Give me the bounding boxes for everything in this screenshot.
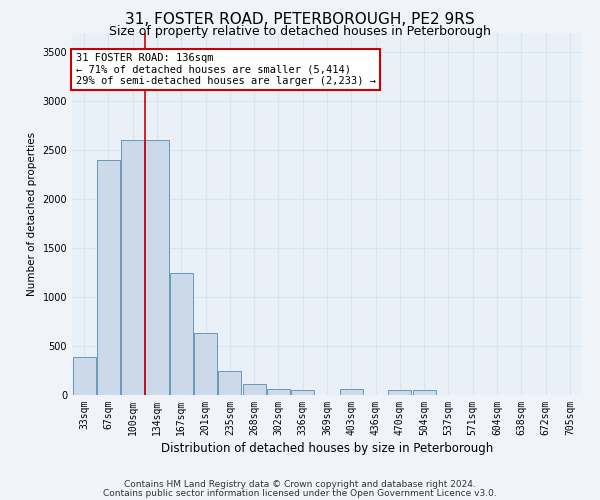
Text: Contains public sector information licensed under the Open Government Licence v3: Contains public sector information licen…: [103, 488, 497, 498]
Bar: [218, 372, 241, 395]
Bar: [97, 160, 120, 395]
Text: 31 FOSTER ROAD: 136sqm
← 71% of detached houses are smaller (5,414)
29% of semi-: 31 FOSTER ROAD: 136sqm ← 71% of detached…: [76, 53, 376, 86]
Bar: [413, 390, 436, 395]
Bar: [388, 390, 412, 395]
Bar: [340, 388, 363, 395]
Y-axis label: Number of detached properties: Number of detached properties: [27, 132, 37, 296]
Text: 31, FOSTER ROAD, PETERBOROUGH, PE2 9RS: 31, FOSTER ROAD, PETERBOROUGH, PE2 9RS: [125, 12, 475, 28]
Text: Contains HM Land Registry data © Crown copyright and database right 2024.: Contains HM Land Registry data © Crown c…: [124, 480, 476, 489]
Bar: [170, 272, 193, 395]
Bar: [267, 388, 290, 395]
Bar: [121, 140, 144, 395]
Text: Size of property relative to detached houses in Peterborough: Size of property relative to detached ho…: [109, 25, 491, 38]
Bar: [242, 384, 266, 395]
Bar: [73, 357, 95, 395]
Bar: [145, 140, 169, 395]
X-axis label: Distribution of detached houses by size in Peterborough: Distribution of detached houses by size …: [161, 442, 493, 455]
Bar: [291, 390, 314, 395]
Bar: [194, 334, 217, 395]
